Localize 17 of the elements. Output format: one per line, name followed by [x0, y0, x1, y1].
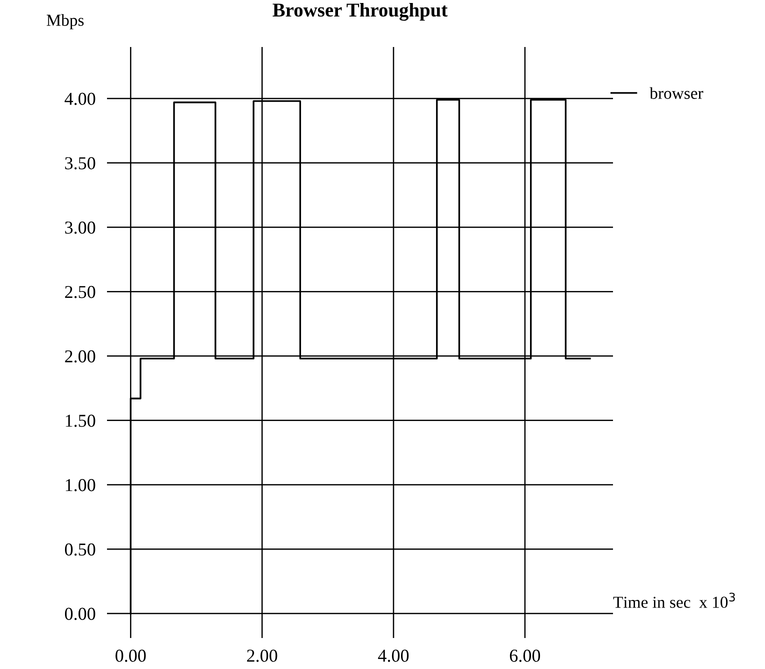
chart-title: Browser Throughput	[272, 2, 448, 21]
x-axis-title: Time in sec x 10$^{3}$	[613, 592, 735, 608]
y-tick-label: 3.00	[65, 222, 96, 234]
legend-label: browser	[650, 87, 704, 99]
y-tick-label: 3.50	[65, 157, 96, 170]
x-tick-label: 4.00	[378, 650, 409, 662]
y-tick-label: 1.00	[66, 479, 96, 492]
x-tick-label: 0.00	[116, 650, 146, 662]
y-tick-label: 1.50	[66, 414, 96, 427]
x-tick-label: 6.00	[510, 650, 540, 662]
y-tick-label: 0.50	[64, 543, 96, 556]
y-axis-title: Mbps	[46, 14, 84, 30]
x-tick-label: 2.00	[247, 650, 278, 662]
y-tick-label: 2.00	[65, 350, 96, 363]
y-tick-label: 0.00	[64, 608, 96, 620]
y-tick-label: 2.50	[65, 286, 96, 298]
y-tick-label: 4.00	[64, 92, 96, 106]
